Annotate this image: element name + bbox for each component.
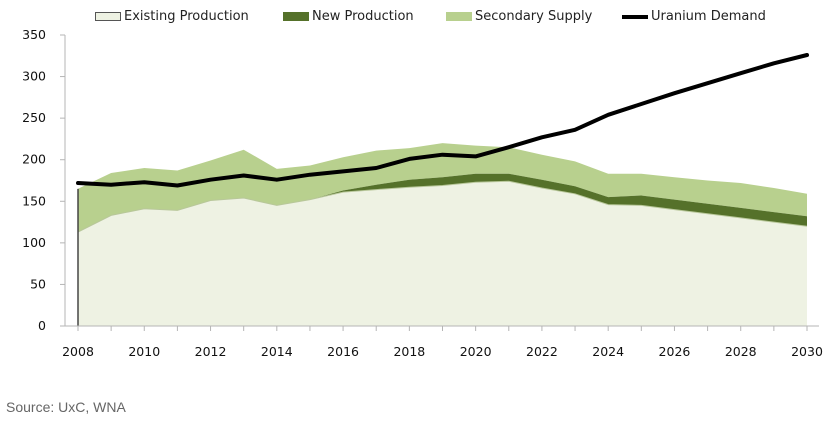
x-tick-label: 2014 — [261, 344, 293, 359]
y-tick-label: 100 — [22, 235, 46, 250]
y-tick-label: 250 — [22, 110, 46, 125]
secondary-supply-area — [78, 143, 807, 232]
x-tick-label: 2012 — [195, 344, 227, 359]
legend-item-secondary-supply: Secondary Supply — [446, 9, 592, 24]
legend-swatch-existing-production — [95, 12, 121, 21]
x-tick-label: 2010 — [128, 344, 160, 359]
chart-legend: Existing Production New Production Secon… — [0, 6, 834, 28]
legend-item-existing-production: Existing Production — [95, 9, 249, 24]
existing-production-area — [78, 181, 807, 326]
x-tick-label: 2026 — [659, 344, 691, 359]
line-layer — [76, 53, 809, 188]
y-tick-label: 350 — [22, 27, 46, 42]
x-tick-label: 2022 — [526, 344, 558, 359]
x-tick-label: 2018 — [393, 344, 425, 359]
tick-labels: 0 50 100 150 200 250 300 350 2008 2010 2012 2014 201… — [22, 27, 823, 359]
legend-label-uranium-demand: Uranium Demand — [651, 9, 766, 24]
y-tick-label: 300 — [22, 69, 46, 84]
x-tick-label: 2024 — [592, 344, 624, 359]
legend-item-uranium-demand: Uranium Demand — [622, 9, 766, 24]
legend-swatch-uranium-demand — [622, 14, 648, 19]
x-tick-label: 2016 — [327, 344, 359, 359]
legend-label-new-production: New Production — [312, 9, 414, 24]
legend-label-secondary-supply: Secondary Supply — [475, 9, 593, 24]
legend-item-new-production: New Production — [283, 9, 414, 24]
source-note: Source: UxC, WNA — [6, 399, 126, 415]
y-tick-label: 0 — [38, 318, 46, 333]
x-tick-label: 2020 — [460, 344, 492, 359]
x-tick-label: 2008 — [62, 344, 94, 359]
x-tick-label: 2028 — [725, 344, 757, 359]
existing-production-edge — [77, 180, 808, 233]
area-layers — [77, 143, 808, 326]
axes — [60, 34, 819, 331]
uranium-demand-line — [76, 53, 809, 188]
y-tick-label: 50 — [30, 276, 46, 291]
legend-label-existing-production: Existing Production — [124, 9, 249, 24]
legend-swatch-secondary-supply — [446, 12, 472, 21]
y-tick-label: 200 — [22, 152, 46, 167]
legend-swatch-new-production — [283, 12, 309, 21]
y-tick-label: 150 — [22, 193, 46, 208]
x-tick-label: 2030 — [791, 344, 823, 359]
